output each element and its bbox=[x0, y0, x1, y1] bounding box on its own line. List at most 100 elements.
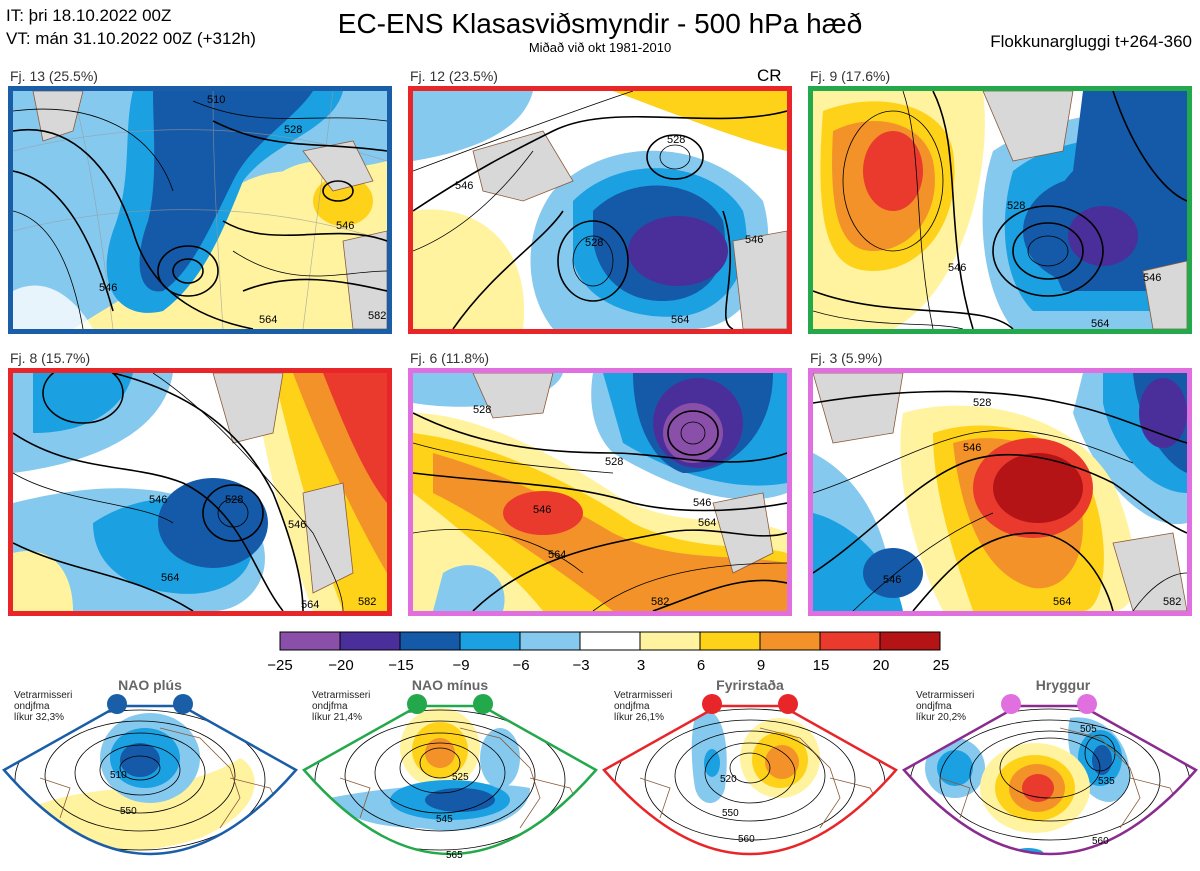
valid-time: VT: mán 31.10.2022 00Z (+312h) bbox=[6, 29, 256, 48]
regime-marker-dot bbox=[407, 694, 427, 714]
contour-label: 528 bbox=[1007, 200, 1025, 212]
scale-tick: −20 bbox=[328, 657, 353, 674]
header-info: IT: þri 18.10.2022 00Z VT: mán 31.10.202… bbox=[6, 4, 256, 50]
contour-label: 564 bbox=[161, 572, 179, 584]
contour-label: 564 bbox=[1053, 596, 1071, 608]
contour-label: 546 bbox=[99, 282, 117, 294]
panel-label-4: Fj. 8 (15.7%) bbox=[10, 350, 91, 366]
regime-title-nao-minus: NAO mínus bbox=[411, 677, 489, 693]
scale-tick: 20 bbox=[873, 657, 890, 674]
regime-marker-dot bbox=[778, 694, 798, 714]
contour-label: 535 bbox=[1098, 776, 1115, 787]
scale-swatch bbox=[879, 631, 941, 651]
contour-label: 528 bbox=[605, 456, 623, 468]
contour-label: 565 bbox=[446, 850, 463, 861]
contour-label: 560 bbox=[738, 834, 755, 845]
panel-label-1: Fj. 13 (25.5%) bbox=[10, 68, 98, 84]
contour-label: 545 bbox=[436, 814, 453, 825]
regime-marker-dot bbox=[702, 694, 722, 714]
page-title: EC-ENS Klasasviðsmyndir - 500 hPa hæð bbox=[337, 8, 863, 39]
scale-swatch bbox=[759, 631, 821, 651]
cluster-map-12: 528 528 546 546 564 bbox=[408, 86, 792, 334]
scale-tick: −3 bbox=[572, 657, 589, 674]
page-subtitle: Miðað við okt 1981-2010 bbox=[528, 40, 672, 55]
contour-label: 564 bbox=[301, 599, 319, 611]
cluster-map-13: 510 528 546 546 564 582 bbox=[8, 86, 392, 334]
contour-label: 546 bbox=[883, 574, 901, 586]
cr-tag: CR bbox=[757, 66, 782, 85]
contour-label: 546 bbox=[336, 220, 354, 232]
regime-marker-dot bbox=[473, 694, 493, 714]
scale-swatch bbox=[819, 631, 881, 651]
regime-note-ridge: Vetrarmisseri ondjfma líkur 20,2% bbox=[916, 690, 975, 723]
scale-tick: 15 bbox=[813, 657, 830, 674]
cluster-map-9: 528 546 546 564 bbox=[808, 86, 1192, 334]
contour-label: 546 bbox=[963, 442, 981, 454]
scale-tick: −9 bbox=[452, 657, 469, 674]
contour-label: 560 bbox=[1092, 836, 1109, 847]
panel-label-3: Fj. 9 (17.6%) bbox=[810, 68, 891, 84]
panel-label-5: Fj. 6 (11.8%) bbox=[410, 350, 490, 366]
panel-label-2: Fj. 12 (23.5%) bbox=[410, 68, 498, 84]
contour-label: 582 bbox=[1163, 596, 1181, 608]
contour-label: 528 bbox=[973, 397, 991, 409]
contour-label: 528 bbox=[284, 124, 302, 136]
contour-label: 550 bbox=[722, 808, 739, 819]
contour-label: 546 bbox=[745, 234, 763, 246]
scale-swatch bbox=[639, 631, 701, 651]
scale-swatch bbox=[399, 631, 461, 651]
scale-swatch bbox=[699, 631, 761, 651]
contour-label: 546 bbox=[693, 497, 711, 509]
contour-label: 520 bbox=[720, 774, 737, 785]
regime-map-nao-plus: 510 550 bbox=[2, 694, 298, 856]
regime-map-blocking: 520 550 560 bbox=[602, 694, 898, 856]
regime-title-ridge: Hryggur bbox=[1035, 677, 1091, 693]
cluster-map-6: 528 528 546 546 564 564 582 bbox=[408, 368, 792, 616]
initial-time: IT: þri 18.10.2022 00Z bbox=[6, 6, 172, 25]
contour-label: 564 bbox=[548, 549, 566, 561]
contour-label: 564 bbox=[259, 314, 277, 326]
panel-label-6: Fj. 3 (5.9%) bbox=[810, 350, 883, 366]
scale-tick: −6 bbox=[512, 657, 529, 674]
regime-map-ridge: 505 535 560 bbox=[902, 694, 1198, 856]
contour-label: 564 bbox=[698, 517, 716, 529]
contour-label: 582 bbox=[358, 596, 376, 608]
scale-swatch bbox=[279, 631, 341, 651]
contour-label: 528 bbox=[473, 404, 491, 416]
contour-label: 546 bbox=[288, 519, 306, 531]
scale-tick: 25 bbox=[933, 657, 950, 674]
contour-label: 546 bbox=[1143, 272, 1161, 284]
cluster-map-3: 528 546 546 564 582 bbox=[808, 368, 1192, 616]
contour-label: 546 bbox=[149, 494, 167, 506]
regime-map-nao-minus: 525 545 565 bbox=[302, 694, 598, 861]
scale-swatch bbox=[459, 631, 521, 651]
contour-label: 546 bbox=[948, 262, 966, 274]
contour-label: 582 bbox=[651, 596, 669, 608]
classification-window: Flokkunargluggi t+264-360 bbox=[990, 32, 1192, 51]
contour-label: 510 bbox=[110, 770, 127, 781]
scale-tick: 3 bbox=[637, 657, 645, 674]
regime-note-blocking: Vetrarmisseri ondjfma líkur 26,1% bbox=[614, 690, 673, 723]
contour-label: 528 bbox=[585, 237, 603, 249]
contour-label: 564 bbox=[671, 314, 689, 326]
regime-marker-dot bbox=[1077, 694, 1097, 714]
contour-label: 582 bbox=[368, 310, 386, 322]
regime-title-nao-plus: NAO plús bbox=[118, 677, 182, 693]
scale-tick: −15 bbox=[388, 657, 413, 674]
contour-label: 546 bbox=[533, 504, 551, 516]
scale-swatch bbox=[579, 631, 641, 651]
contour-label: 564 bbox=[1091, 318, 1109, 329]
regime-title-blocking: Fyrirstaða bbox=[716, 677, 784, 693]
contour-label: 510 bbox=[207, 94, 225, 106]
regime-marker-dot bbox=[173, 694, 193, 714]
scale-swatch bbox=[339, 631, 401, 651]
scale-swatch bbox=[519, 631, 581, 651]
regime-marker-dot bbox=[107, 694, 127, 714]
contour-label: 550 bbox=[120, 806, 137, 817]
regime-marker-dot bbox=[1001, 694, 1021, 714]
contour-label: 528 bbox=[225, 494, 243, 506]
scale-tick: 9 bbox=[757, 657, 765, 674]
regime-note-nao-minus: Vetrarmisseri ondjfma líkur 21,4% bbox=[312, 690, 371, 723]
contour-label: 546 bbox=[455, 180, 473, 192]
regime-note-nao-plus: Vetrarmisseri ondjfma líkur 32,3% bbox=[14, 690, 73, 723]
